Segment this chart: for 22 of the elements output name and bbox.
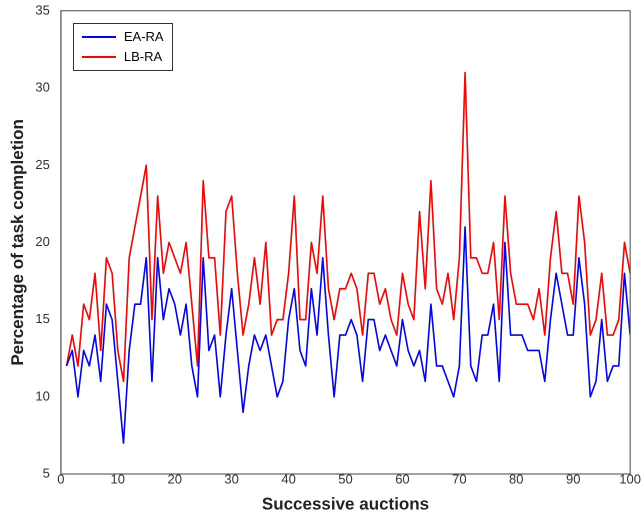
y-tick-label: 30 [35, 80, 50, 95]
y-tick-label: 5 [42, 466, 50, 481]
x-tick-label: 50 [338, 471, 353, 486]
x-tick-label: 40 [281, 471, 296, 486]
legend-label: LB-RA [124, 49, 162, 64]
y-tick-label: 10 [35, 388, 50, 404]
legend-label: EA-RA [124, 29, 164, 44]
y-tick-label: 15 [35, 311, 50, 326]
y-tick-label: 35 [35, 2, 50, 18]
x-tick-label: 10 [110, 471, 126, 486]
x-tick-label: 80 [509, 471, 524, 486]
y-tick-label: 25 [35, 156, 50, 172]
x-tick-label: 90 [566, 471, 580, 486]
y-axis-title: Percentage of task completion [8, 119, 27, 366]
x-tick-label: 100 [619, 471, 642, 486]
y-tick-label: 20 [35, 234, 50, 249]
x-tick-label: 0 [57, 471, 64, 486]
x-tick-label: 30 [224, 471, 239, 486]
x-tick-label: 20 [167, 471, 182, 486]
x-axis-title: Successive auctions [262, 494, 430, 514]
x-tick-label: 70 [452, 471, 467, 486]
x-tick-label: 60 [395, 471, 410, 486]
